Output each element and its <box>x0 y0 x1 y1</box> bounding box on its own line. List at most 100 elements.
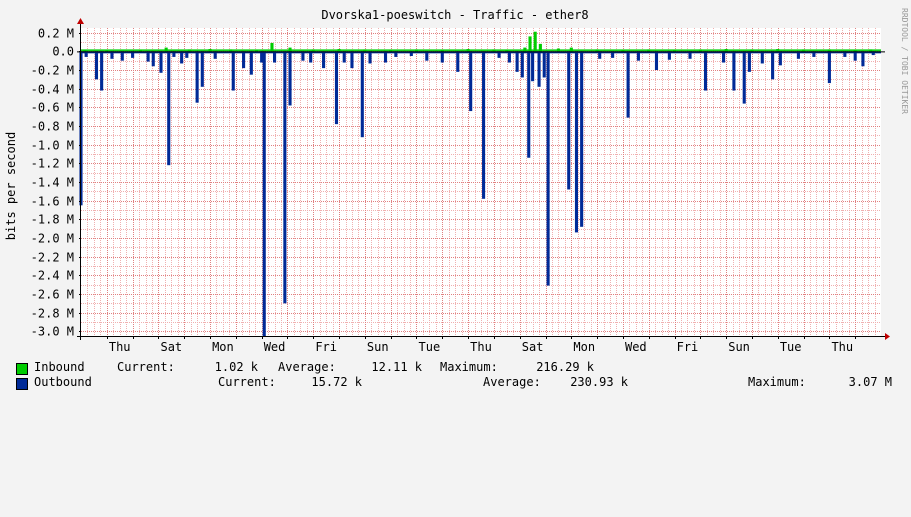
outbound-bar <box>853 51 857 61</box>
outbound-bar <box>482 51 486 199</box>
outbound-bar <box>350 51 354 69</box>
y-tick-label: -3.0 M <box>31 325 74 339</box>
inbound-baseline <box>81 49 881 52</box>
outbound-bar <box>574 51 579 233</box>
y-tick-label: -1.4 M <box>31 176 74 190</box>
x-tick-label: Sat <box>522 340 544 354</box>
outbound-bar <box>383 51 388 63</box>
outbound-bar <box>531 51 535 82</box>
legend-outbound-current-label: Current: <box>218 375 276 389</box>
outbound-bar <box>796 51 800 59</box>
outbound-bar <box>667 51 671 60</box>
y-axis-label: bits per second <box>4 132 18 240</box>
legend-outbound-name: Outbound <box>34 375 92 389</box>
y-tick-label: -2.8 M <box>31 307 74 321</box>
outbound-bar <box>580 51 584 227</box>
outbound-bar <box>778 51 782 66</box>
y-tick-label: -0.4 M <box>31 83 74 97</box>
outbound-bar <box>654 51 659 70</box>
inbound-bar <box>533 31 537 52</box>
outbound-bar <box>626 51 630 118</box>
x-tick-label: Sun <box>367 340 389 354</box>
outbound-bar <box>611 51 615 58</box>
outbound-bar <box>843 51 847 57</box>
outbound-bar <box>598 51 602 59</box>
legend-inbound-maximum-label: Maximum: <box>440 360 498 374</box>
outbound-bar <box>747 51 751 72</box>
outbound-bar <box>542 51 546 78</box>
outbound-bar <box>249 51 253 75</box>
outbound-bar <box>515 51 519 72</box>
x-tick-label: Fri <box>315 340 337 354</box>
outbound-swatch <box>16 378 28 390</box>
outbound-bar <box>94 51 99 80</box>
legend-outbound-maximum-value: 3.07 M <box>848 375 892 389</box>
x-tick-label: Sun <box>728 340 750 354</box>
legend-outbound-row: Outbound Current: 15.72 k Average: 230.9… <box>16 375 896 391</box>
outbound-bar <box>360 51 364 138</box>
x-tick-label: Fri <box>677 340 699 354</box>
y-tick-label: 0.2 M <box>38 27 74 41</box>
x-tick-label: Wed <box>264 340 286 354</box>
y-tick-labels: 0.2 M 0.0 -0.2 M -0.4 M -0.6 M -0.8 M -1.0 M -1… <box>31 27 74 339</box>
legend-inbound-current-value: 1.02 k <box>214 360 258 374</box>
y-tick-label: -0.6 M <box>31 101 74 115</box>
x-tick-label: Tue <box>419 340 441 354</box>
outbound-bar <box>231 51 235 91</box>
legend-outbound-average-value: 230.93 k <box>570 375 628 389</box>
legend-inbound-row: Inbound Current: 1.02 k Average: 12.11 k… <box>16 360 896 376</box>
legend-outbound-current-value: 15.72 k <box>311 375 362 389</box>
legend-inbound-average-label: Average: <box>278 360 336 374</box>
outbound-bar <box>861 51 865 67</box>
y-axis-arrow <box>77 18 84 24</box>
outbound-bar <box>527 51 531 158</box>
outbound-bar <box>546 51 550 286</box>
outbound-bar <box>195 51 199 103</box>
legend-outbound-maximum-label: Maximum: <box>748 375 806 389</box>
legend-inbound-maximum-value: 216.29 k <box>536 360 594 374</box>
outbound-bar <box>537 51 541 87</box>
x-tick-label: Thu <box>831 340 853 354</box>
outbound-bar <box>812 51 816 57</box>
outbound-bar <box>520 51 524 78</box>
outbound-bar <box>636 51 640 61</box>
outbound-bar <box>172 51 176 57</box>
outbound-bar <box>567 51 571 190</box>
outbound-bar <box>342 51 346 63</box>
outbound-bar <box>425 51 429 61</box>
x-tick-label: Mon <box>212 340 234 354</box>
outbound-bar <box>722 51 726 63</box>
outbound-bar <box>159 51 163 73</box>
y-tick-label: -1.2 M <box>31 157 74 171</box>
chart-title: Dvorska1-poeswitch - Traffic - ether8 <box>321 8 588 22</box>
x-tick-label: Sat <box>160 340 182 354</box>
legend-inbound-name: Inbound <box>34 360 85 374</box>
y-tick-label: -2.2 M <box>31 251 74 265</box>
traffic-chart: 0.2 M 0.0 -0.2 M -0.4 M -0.6 M -0.8 M -1.0 M -1… <box>4 8 909 354</box>
axes <box>77 18 890 340</box>
outbound-bar <box>288 51 292 106</box>
y-tick-label: -1.6 M <box>31 195 74 209</box>
outbound-bar <box>200 51 204 87</box>
y-tick-label: -0.2 M <box>31 64 74 78</box>
y-tick-label: -2.6 M <box>31 288 74 302</box>
outbound-bar <box>309 51 313 63</box>
y-tick-label: -1.8 M <box>31 213 74 227</box>
rrdtool-watermark: RRDTOOL / TOBI OETIKER <box>900 8 909 114</box>
outbound-bar <box>394 51 398 57</box>
outbound-bar <box>456 51 460 72</box>
outbound-bar <box>742 51 746 104</box>
outbound-bar <box>368 51 372 64</box>
outbound-bar <box>507 51 511 63</box>
inbound-bar <box>538 43 542 52</box>
outbound-bar <box>283 51 287 304</box>
x-tick-label: Mon <box>573 340 595 354</box>
y-tick-label: -0.8 M <box>31 120 74 134</box>
outbound-bar <box>409 51 413 56</box>
outbound-bar <box>167 51 171 166</box>
outbound-bar <box>732 51 736 91</box>
outbound-bar <box>84 51 88 57</box>
outbound-bar <box>151 51 155 67</box>
outbound-bar <box>242 51 246 69</box>
y-tick-label: -2.4 M <box>31 269 74 283</box>
